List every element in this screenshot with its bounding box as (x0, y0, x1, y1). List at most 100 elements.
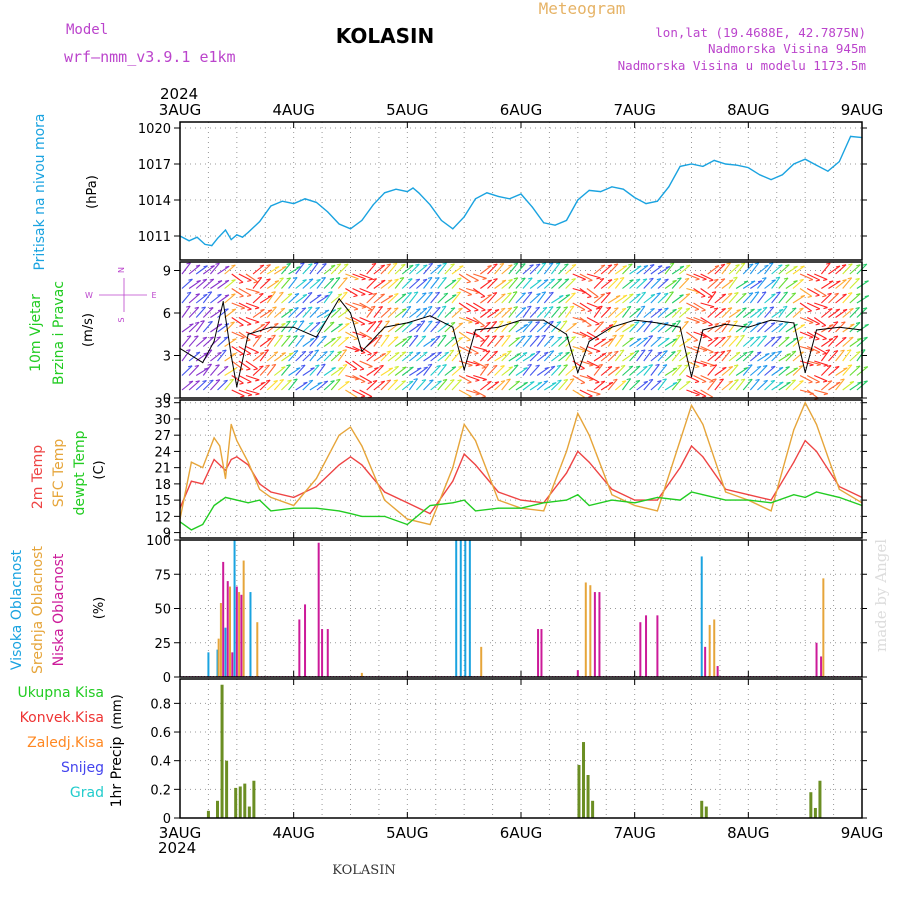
wind-arrow-head (360, 323, 365, 326)
wind-arrow-head (260, 381, 265, 384)
wind-arrow-head (679, 294, 684, 297)
wind-arrow (686, 316, 700, 323)
wind-arrow (764, 279, 776, 289)
wind-arrow-head (587, 309, 592, 312)
wind-arrow-head (322, 263, 327, 266)
wind-arrow-head (676, 334, 681, 337)
wind-arrow-head (669, 262, 675, 265)
wind-arrow (437, 262, 447, 275)
wind-arrow-head (506, 378, 511, 381)
wind-arrow-head (309, 322, 314, 325)
wind-arrow-head (595, 323, 600, 326)
wind-arrow (224, 367, 237, 376)
wind-arrow (842, 364, 853, 376)
wind-arrow-head (527, 335, 532, 338)
wind-arrow-head (664, 278, 669, 281)
cloud-bar (700, 556, 703, 677)
wind-arrow-head (527, 305, 532, 308)
wind-arrow-head (246, 294, 252, 297)
wind-arrow-head (310, 367, 315, 370)
wind-arrow (806, 273, 821, 281)
wind-arrow (352, 331, 366, 337)
wind-arrow (785, 280, 798, 289)
wind-arrow-head (823, 364, 828, 367)
wind-arrow (728, 351, 741, 362)
wind-arrow (735, 367, 749, 376)
wind-point (611, 326, 613, 328)
wind-arrow (252, 335, 262, 347)
wind-arrow-head (451, 279, 457, 282)
wind-arrow (643, 294, 656, 304)
wind-arrow-head (481, 366, 486, 369)
wind-arrow-head (671, 351, 676, 354)
wind-arrow (792, 265, 805, 275)
wind-arrow-head (416, 351, 421, 354)
wind-arrow (636, 337, 648, 347)
wind-arrow (529, 293, 541, 304)
wind-arrow (536, 279, 549, 289)
wind-arrow (217, 336, 229, 347)
wind-arrow-head (728, 366, 733, 369)
wind-arrow-head (372, 379, 378, 383)
wind-arrow (494, 263, 505, 275)
wind-arrow-head (401, 263, 406, 266)
wind-arrow (188, 293, 201, 304)
wind-arrow-head (601, 338, 606, 341)
wind-arrow (529, 381, 543, 391)
pressure-point (338, 223, 340, 225)
wind-arrow (259, 264, 271, 275)
wind-arrow-head (361, 278, 366, 281)
wind-arrow (266, 280, 280, 289)
wind-arrow (607, 378, 618, 391)
wind-arrow-head (500, 380, 506, 383)
top-day-labels: 3AUG 4AUG 5AUG 6AUG 7AUG 8AUG 9AUG (159, 101, 883, 119)
precipitation-frame (179, 678, 863, 819)
wind-arrow-head (694, 381, 700, 384)
temperature-point (349, 456, 352, 458)
wind-arrow (849, 293, 861, 304)
wind-arrow (643, 379, 654, 391)
wind-arrow (309, 307, 320, 318)
wind-arrow (543, 365, 556, 376)
wind-arrow (629, 308, 641, 318)
wind-arrow (359, 302, 373, 311)
wind-arrow-head (299, 320, 305, 323)
wind-arrow (650, 308, 663, 318)
top-day-label: 4AUG (272, 101, 314, 119)
precipitation-bar (818, 780, 822, 818)
wind-arrow (245, 346, 259, 353)
wind-arrow-head (381, 279, 386, 282)
temperature-point (384, 499, 386, 501)
wind-arrow-head (301, 350, 306, 353)
wind-arrow-head (427, 305, 433, 308)
wind-arrow (806, 302, 821, 310)
wind-arrow-head (266, 264, 271, 267)
wind-arrow (373, 264, 386, 275)
wind-arrow (337, 291, 348, 304)
wind-arrow-head (224, 308, 229, 311)
wind-arrow (238, 375, 252, 383)
wind-arrow-head (442, 276, 447, 280)
wind-arrow-head (748, 263, 754, 266)
wind-arrow (678, 338, 692, 347)
wind-arrow-head (442, 378, 448, 381)
wind-compass-rose: N S W E (85, 267, 156, 323)
wind-arrow (714, 378, 724, 391)
wind-arrow (629, 380, 641, 391)
precipitation-bar (247, 806, 251, 818)
wind-arrow-head (857, 381, 862, 384)
wind-arrow (579, 288, 592, 298)
wind-arrow (714, 350, 726, 362)
wind-arrow (458, 288, 472, 296)
wind-arrow-head (428, 262, 433, 265)
wind-arrow (785, 337, 798, 347)
wind-arrow (849, 307, 860, 318)
wind-arrow-head (762, 277, 767, 280)
wind-arrow (252, 381, 266, 391)
wind-arrow-head (217, 293, 222, 296)
wind-arrow-head (280, 307, 285, 310)
wind-arrow (544, 382, 557, 391)
wind-arrow (458, 389, 472, 398)
wind-arrow (551, 278, 563, 289)
pressure-point (372, 204, 374, 206)
